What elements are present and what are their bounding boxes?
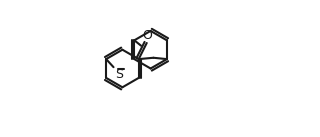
Text: S: S	[115, 68, 123, 81]
Text: O: O	[142, 29, 152, 42]
